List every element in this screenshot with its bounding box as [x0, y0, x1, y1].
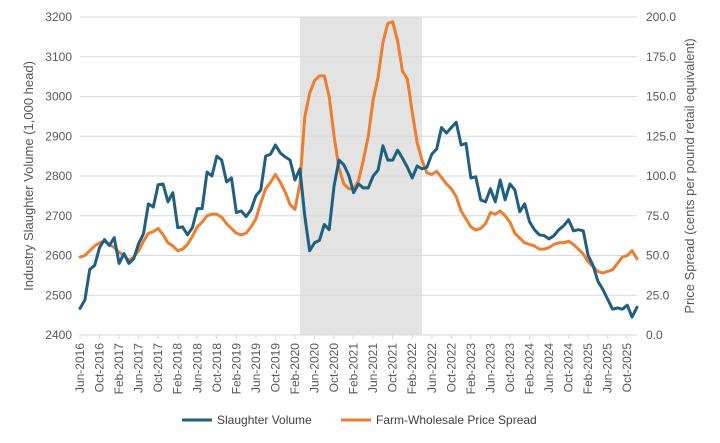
x-tick-label: Feb-2020 [288, 343, 302, 395]
x-tick-label: Feb-2022 [405, 343, 419, 395]
x-tick-label: Oct-2020 [327, 343, 341, 393]
right-tick-label: 0.0 [646, 328, 663, 342]
right-tick-label: 25.0 [646, 288, 670, 302]
x-tick-label: Oct-2016 [93, 343, 107, 393]
left-tick-label: 3100 [45, 50, 72, 64]
left-axis-ticks: 2400 2500 2600 2700 2800 2900 3000 3100 3200 [45, 10, 72, 342]
x-tick-label: Jun-2016 [73, 343, 87, 393]
right-tick-label: 125.0 [646, 129, 676, 143]
left-tick-label: 2900 [45, 129, 72, 143]
x-tick-label: Feb-2024 [523, 343, 537, 395]
x-tick-label: Jun-2018 [190, 343, 204, 393]
left-tick-label: 3000 [45, 90, 72, 104]
series-line-slaughter-volume [78, 120, 639, 319]
left-tick-label: 2500 [45, 288, 72, 302]
x-axis-ticks: Jun-2016 Oct-2016 Feb-2017 Jun-2017 Oct-2017… [73, 335, 634, 394]
right-tick-label: 175.0 [646, 50, 676, 64]
gridlines [80, 16, 637, 336]
x-tick-label: Oct-2018 [210, 343, 224, 393]
right-axis-title: Price Spread (cents per pound retail equ… [682, 38, 697, 313]
x-tick-label: Oct-2021 [386, 343, 400, 393]
right-tick-label: 150.0 [646, 90, 676, 104]
x-tick-label: Jun-2020 [308, 343, 322, 393]
right-tick-label: 75.0 [646, 209, 670, 223]
x-tick-label: Feb-2019 [229, 343, 243, 395]
left-tick-label: 3200 [45, 10, 72, 24]
x-tick-label: Oct-2025 [620, 343, 634, 393]
x-tick-label: Jun-2024 [542, 343, 556, 393]
left-axis-title: Industry Slaughter Volume (1,000 head) [21, 61, 36, 291]
series-lines [78, 20, 639, 319]
legend-label-price-spread: Farm-Wholesale Price Spread [376, 413, 537, 427]
x-tick-label: Oct-2022 [444, 343, 458, 393]
right-tick-label: 50.0 [646, 249, 670, 263]
x-tick-label: Jun-2022 [425, 343, 439, 393]
x-tick-label: Feb-2023 [464, 343, 478, 395]
left-tick-label: 2600 [45, 249, 72, 263]
x-tick-label: Feb-2017 [112, 343, 126, 395]
left-tick-label: 2700 [45, 209, 72, 223]
x-tick-label: Jun-2019 [249, 343, 263, 393]
x-tick-label: Oct-2024 [562, 343, 576, 393]
x-tick-label: Feb-2021 [347, 343, 361, 395]
x-tick-label: Oct-2019 [268, 343, 282, 393]
x-tick-label: Oct-2023 [503, 343, 517, 393]
series-line-price-spread [78, 20, 639, 275]
right-tick-label: 200.0 [646, 10, 676, 24]
legend: Slaughter Volume Farm-Wholesale Price Sp… [182, 413, 537, 427]
right-axis-ticks: 0.0 25.0 50.0 75.0 100.0 125.0 150.0 175.0 200.0 [646, 10, 676, 342]
legend-label-slaughter-volume: Slaughter Volume [217, 413, 312, 427]
left-tick-label: 2400 [45, 328, 72, 342]
x-tick-label: Feb-2025 [581, 343, 595, 395]
x-tick-label: Oct-2017 [151, 343, 165, 393]
x-tick-label: Jun-2023 [483, 343, 497, 393]
x-tick-label: Jun-2017 [132, 343, 146, 393]
x-tick-label: Jun-2021 [366, 343, 380, 393]
left-tick-label: 2800 [45, 169, 72, 183]
x-tick-label: Jun-2025 [601, 343, 615, 393]
right-tick-label: 100.0 [646, 169, 676, 183]
x-tick-label: Feb-2018 [171, 343, 185, 395]
